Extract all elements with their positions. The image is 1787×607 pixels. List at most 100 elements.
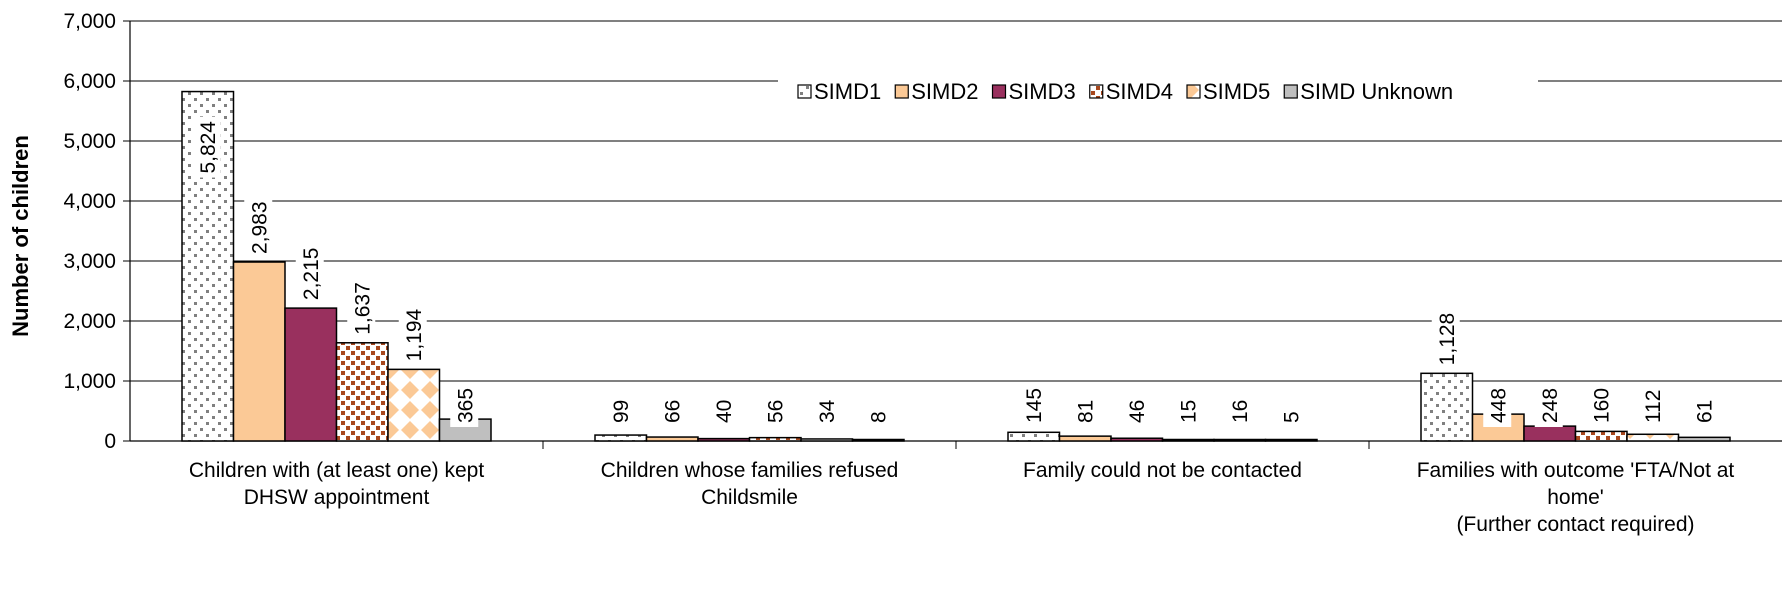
- bar-simd-unknown: [1677, 436, 1731, 442]
- bar-simd2: [232, 261, 286, 442]
- data-label: 248: [1539, 388, 1562, 423]
- data-label-bg: [1689, 395, 1718, 427]
- data-label: 2,215: [300, 248, 323, 301]
- bar-simd2: [1058, 435, 1112, 442]
- bar-simd3: [697, 437, 751, 442]
- data-label: 1,194: [403, 308, 426, 361]
- category-label: home': [1547, 486, 1604, 509]
- data-label-bg: [450, 383, 479, 427]
- data-label-bg: [1121, 395, 1150, 427]
- data-label: 2,983: [248, 201, 271, 254]
- data-label-bg: [1224, 395, 1253, 427]
- data-label-bg: [657, 395, 686, 427]
- data-label: 66: [661, 400, 684, 423]
- bar-simd3: [1110, 437, 1164, 442]
- data-label-bg: [760, 395, 789, 427]
- data-label: 99: [610, 400, 633, 423]
- legend-label: SIMD2: [911, 79, 978, 104]
- legend-label: SIMD5: [1203, 79, 1270, 104]
- data-label: 448: [1487, 388, 1510, 423]
- bars: [181, 90, 1731, 442]
- data-label-bg: [811, 395, 840, 427]
- data-label-bg: [605, 395, 634, 427]
- legend-swatch: [1283, 84, 1298, 99]
- data-label-bg: [1018, 383, 1047, 427]
- y-tick-label: 1,000: [63, 370, 116, 393]
- y-tick-label: 6,000: [63, 70, 116, 93]
- legend: SIMD1 SIMD2 SIMD3 SIMD4 SIMD5 SIMD Unknown: [778, 76, 1538, 108]
- bar-simd1: [1007, 431, 1061, 442]
- legend-label: SIMD3: [1009, 79, 1076, 104]
- y-tick-label: 4,000: [63, 190, 116, 213]
- data-label-bg: [1483, 383, 1512, 427]
- bar-simd4: [1574, 430, 1628, 442]
- data-label: 1,637: [351, 282, 374, 335]
- bar-simd4: [335, 342, 389, 442]
- data-label-bg: [347, 278, 376, 339]
- data-label: 40: [713, 400, 736, 423]
- y-tick-label: 2,000: [63, 310, 116, 333]
- bar-simd4: [748, 436, 802, 442]
- legend-label: SIMD1: [814, 79, 881, 104]
- category-label: Family could not be contacted: [1023, 459, 1302, 482]
- y-tick-label: 7,000: [63, 10, 116, 33]
- category-label: DHSW appointment: [244, 486, 430, 509]
- y-axis-label: Number of children: [8, 135, 33, 337]
- data-label-bg: [295, 243, 324, 305]
- legend-swatch: [1089, 84, 1104, 99]
- legend-label: SIMD Unknown: [1300, 79, 1453, 104]
- bar-simd3: [1523, 425, 1577, 442]
- data-label-bg: [1070, 395, 1099, 427]
- category-labels: Children with (at least one) kept DHSW ap…: [189, 459, 1735, 536]
- legend-label: SIMD4: [1106, 79, 1173, 104]
- data-label: 56: [764, 400, 787, 423]
- data-label-bg: [1534, 383, 1563, 427]
- bar-simd5: [387, 368, 441, 442]
- category-label: Families with outcome 'FTA/Not at: [1417, 459, 1735, 482]
- bar-simd-unknown: [851, 438, 905, 442]
- legend-swatch: [797, 84, 812, 99]
- legend-swatch: [894, 84, 909, 99]
- data-label: 112: [1642, 390, 1665, 423]
- bar-simd1: [1420, 372, 1474, 442]
- bar-simd1: [594, 434, 648, 442]
- bar-simd5: [1213, 438, 1267, 442]
- y-tick-label: 0: [104, 430, 116, 453]
- bar-simd5: [800, 438, 854, 442]
- data-label: 81: [1074, 400, 1097, 423]
- category-label: Childsmile: [701, 486, 798, 509]
- data-label-bg: [708, 395, 737, 427]
- data-label-bg: [1637, 385, 1666, 427]
- data-label-bg: [1586, 383, 1615, 427]
- bar-simd-unknown: [1264, 438, 1318, 442]
- data-label: 61: [1693, 400, 1716, 423]
- bar-simd5: [1626, 433, 1680, 442]
- data-label: 16: [1229, 400, 1252, 423]
- data-label-bg: [192, 116, 221, 178]
- data-label: 5: [1280, 411, 1303, 423]
- data-label: 365: [454, 388, 477, 423]
- data-label-bg: [398, 304, 427, 366]
- data-label-bg: [1431, 308, 1460, 370]
- data-label: 15: [1177, 400, 1200, 423]
- y-tick-label: 5,000: [63, 130, 116, 153]
- bar-simd4: [1161, 438, 1215, 442]
- data-label: 34: [816, 399, 839, 423]
- category-label: (Further contact required): [1456, 513, 1694, 536]
- bar-simd3: [284, 307, 338, 442]
- category-label: Children whose families refused: [601, 459, 899, 482]
- gridlines: [130, 20, 1782, 382]
- category-label: Children with (at least one) kept: [189, 459, 484, 482]
- y-tick-label: 3,000: [63, 250, 116, 273]
- legend-swatch: [991, 84, 1007, 99]
- data-label-bg: [1276, 407, 1305, 427]
- data-label: 160: [1590, 388, 1613, 423]
- data-label: 8: [867, 411, 890, 423]
- data-label: 5,824: [197, 121, 220, 174]
- data-label: 46: [1126, 400, 1149, 423]
- data-label-bg: [1173, 395, 1202, 427]
- bar-simd2: [645, 436, 699, 442]
- data-label: 1,128: [1436, 313, 1459, 366]
